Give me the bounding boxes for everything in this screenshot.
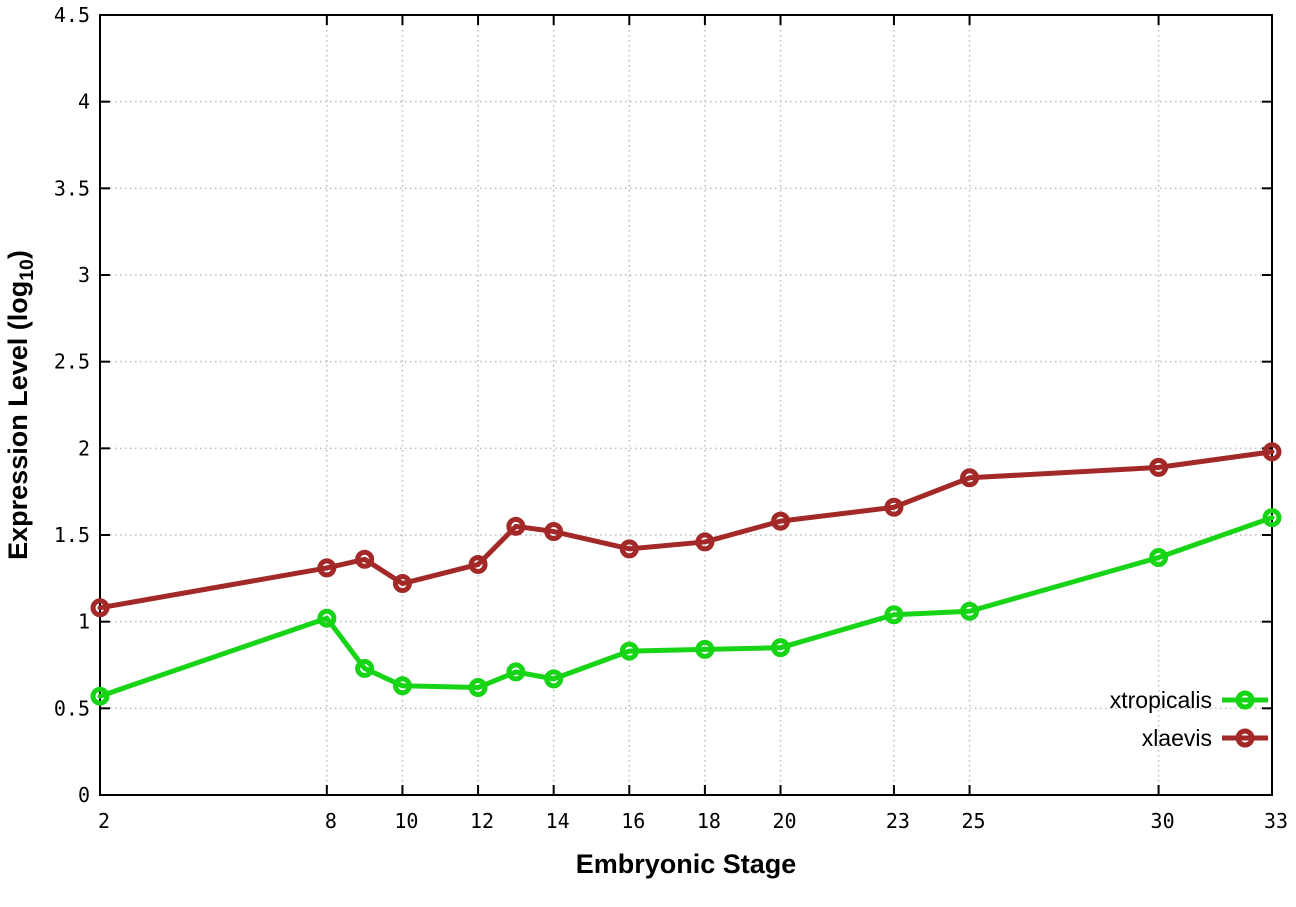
marker-xtropicalis-stage-23 (884, 605, 904, 625)
legend-label-xtropicalis: xtropicalis (1109, 686, 1212, 713)
x-tick-label-30: 30 (1151, 809, 1175, 833)
legend: xtropicalis xlaevis (1110, 681, 1270, 757)
legend-label-xlaevis: xlaevis (1141, 724, 1212, 751)
x-tick-label-12: 12 (470, 809, 494, 833)
x-tick-label-20: 20 (772, 809, 796, 833)
x-tick-label-16: 16 (621, 809, 645, 833)
y-axis-title-text: Expression Level (log (2, 280, 33, 560)
y-axis-title: Expression Level (log10) (3, 250, 39, 560)
marker-xtropicalis-stage-10 (392, 676, 412, 696)
marker-xlaevis-stage-33 (1262, 442, 1282, 462)
y-tick-label-2: 2 (78, 436, 90, 460)
xlaevis-line-marker-icon (1222, 728, 1268, 748)
marker-xtropicalis-stage-9 (355, 658, 375, 678)
marker-xlaevis-stage-30 (1149, 457, 1169, 477)
marker-xlaevis-stage-8 (317, 558, 337, 578)
y-axis-title-subscript: 10 (16, 259, 39, 281)
marker-xtropicalis-stage-12 (468, 678, 488, 698)
y-axis-title-close: ) (2, 250, 33, 260)
legend-item-xtropicalis: xtropicalis (1110, 681, 1270, 719)
y-tick-label-1: 1 (78, 610, 90, 634)
y-tick-label-4: 4 (78, 90, 90, 114)
marker-xtropicalis-stage-33 (1262, 508, 1282, 528)
marker-xtropicalis-stage-18 (695, 639, 715, 659)
marker-xtropicalis-stage-25 (960, 601, 980, 621)
marker-xlaevis-stage-16 (619, 539, 639, 559)
x-tick-label-33: 33 (1264, 809, 1288, 833)
legend-item-xlaevis: xlaevis (1142, 719, 1270, 757)
x-tick-label-14: 14 (546, 809, 570, 833)
marker-xlaevis-stage-25 (960, 468, 980, 488)
x-tick-label-8: 8 (325, 809, 337, 833)
x-tick-label-18: 18 (697, 809, 721, 833)
y-tick-label-2.5: 2.5 (54, 350, 90, 374)
x-tick-label-23: 23 (886, 809, 910, 833)
series-line-xlaevis (97, 449, 1275, 611)
marker-xtropicalis-stage-13 (506, 662, 526, 682)
marker-xtropicalis-stage-30 (1149, 548, 1169, 568)
xtropicalis-line-marker-icon (1222, 690, 1268, 710)
y-tick-label-3.5: 3.5 (54, 176, 90, 200)
marker-xlaevis-stage-14 (544, 522, 564, 542)
marker-xlaevis-stage-23 (884, 497, 904, 517)
x-tick-label-10: 10 (394, 809, 418, 833)
marker-xlaevis-stage-2 (90, 598, 110, 618)
marker-xtropicalis-stage-20 (771, 638, 791, 658)
x-tick-label-2: 2 (98, 809, 110, 833)
marker-xtropicalis-stage-16 (619, 641, 639, 661)
y-tick-label-3: 3 (78, 263, 90, 287)
marker-xtropicalis-stage-8 (317, 608, 337, 628)
x-tick-label-25: 25 (962, 809, 986, 833)
marker-xlaevis-stage-9 (355, 549, 375, 569)
y-tick-label-4.5: 4.5 (54, 3, 90, 27)
marker-xtropicalis-stage-14 (544, 669, 564, 689)
marker-xtropicalis-stage-2 (90, 686, 110, 706)
marker-xlaevis-stage-20 (771, 511, 791, 531)
marker-xlaevis-stage-10 (392, 574, 412, 594)
y-tick-label-1.5: 1.5 (54, 523, 90, 547)
plot-border (99, 14, 1273, 796)
x-axis-title: Embryonic Stage (575, 849, 797, 879)
marker-xlaevis-stage-13 (506, 516, 526, 536)
y-tick-label-0.5: 0.5 (54, 696, 90, 720)
marker-xlaevis-stage-18 (695, 532, 715, 552)
y-tick-label-0: 0 (78, 783, 90, 807)
marker-xlaevis-stage-12 (468, 554, 488, 574)
